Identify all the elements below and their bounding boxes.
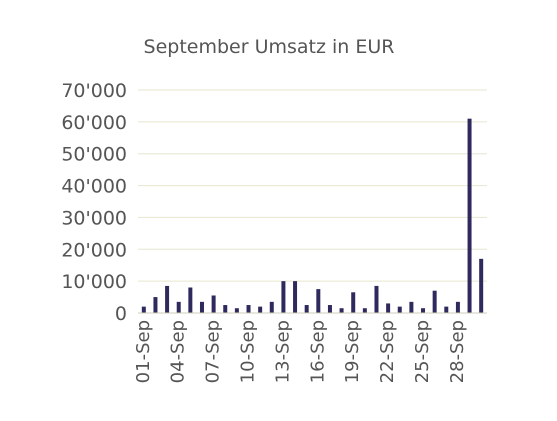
- x-tick-label: 16-Sep: [307, 320, 328, 383]
- x-tick-label: 01-Sep: [133, 320, 154, 383]
- bar: [234, 308, 239, 313]
- bar: [246, 305, 251, 313]
- bar: [223, 305, 228, 313]
- y-tick-label: 30'000: [61, 207, 127, 229]
- x-tick-label: 25-Sep: [412, 320, 433, 383]
- bar: [199, 301, 204, 313]
- x-tick-label: 22-Sep: [377, 320, 398, 383]
- x-tick-label: 07-Sep: [203, 320, 224, 383]
- y-tick-label: 60'000: [61, 112, 127, 134]
- bar: [153, 297, 158, 313]
- bar: [211, 295, 216, 313]
- bar: [269, 301, 274, 313]
- y-tick-label: 70'000: [61, 80, 127, 102]
- x-tick-label: 04-Sep: [168, 320, 189, 383]
- y-tick-label: 0: [115, 303, 127, 325]
- y-axis-tick-labels: 0 10'000 20'000 30'000 40'000 50'000 60'000 70'…: [61, 80, 127, 325]
- bar: [479, 258, 484, 313]
- bar: [444, 306, 449, 313]
- x-tick-label: 10-Sep: [238, 320, 259, 383]
- bar: [362, 308, 367, 313]
- x-tick-label: 19-Sep: [342, 320, 363, 383]
- x-tick-label: 13-Sep: [272, 320, 293, 383]
- y-tick-label: 50'000: [61, 144, 127, 166]
- bar: [432, 290, 437, 313]
- bar: [409, 301, 414, 313]
- bar: [421, 308, 426, 313]
- bar: [281, 281, 286, 313]
- y-tick-label: 20'000: [61, 239, 127, 261]
- bar: [386, 303, 391, 313]
- x-axis-tick-labels: 01-Sep 04-Sep 07-Sep 10-Sep 13-Sep 16-Sep 19-S…: [133, 320, 468, 383]
- gridlines: [138, 89, 487, 282]
- bar: [327, 305, 332, 313]
- bar: [293, 281, 298, 313]
- bar: [188, 287, 193, 313]
- bar: [351, 292, 356, 313]
- bar: [339, 308, 344, 313]
- bars: [141, 118, 484, 314]
- y-tick-label: 40'000: [61, 176, 127, 198]
- bar: [397, 306, 402, 313]
- bar: [467, 118, 472, 314]
- y-tick-label: 10'000: [61, 271, 127, 293]
- bar: [176, 301, 181, 313]
- bar: [141, 306, 146, 313]
- bar: [165, 285, 170, 313]
- bar: [455, 301, 460, 313]
- bar: [374, 285, 379, 313]
- bar: [316, 289, 321, 313]
- chart-title: September Umsatz in EUR: [144, 36, 395, 58]
- x-tick-label: 28-Sep: [447, 320, 468, 383]
- bar: [258, 306, 263, 313]
- bar: [304, 305, 309, 313]
